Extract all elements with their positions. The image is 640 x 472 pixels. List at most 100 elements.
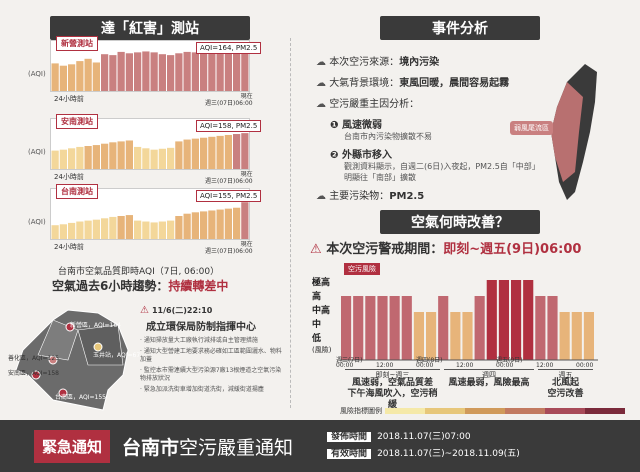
cloud-icon: ☁ bbox=[316, 78, 330, 89]
map-point-xinying: 新營區，AQI=164 bbox=[70, 322, 121, 329]
station-aqi: AQI=158, PM2.5 bbox=[196, 120, 262, 132]
risk-level-label: 中高 bbox=[312, 306, 331, 316]
station-bar bbox=[51, 63, 59, 91]
station-bar bbox=[183, 213, 191, 239]
station-bar bbox=[125, 215, 133, 239]
time-start-label: 24小時前 bbox=[54, 95, 84, 103]
forecast-bar bbox=[462, 312, 473, 360]
time-block: 發佈時間 2018.11.07(三)07:00 有效時間 2018.11.07(三)… bbox=[327, 429, 520, 463]
command-time: 11/6(二)22:10 bbox=[151, 306, 213, 315]
station-bar bbox=[150, 52, 158, 91]
station-bar bbox=[224, 208, 232, 239]
station-name: 安南測站 bbox=[56, 114, 98, 129]
x-tick-label: 00:00 bbox=[496, 362, 514, 369]
forecast-bar bbox=[559, 312, 570, 360]
station-bar bbox=[84, 220, 92, 239]
forecast-bar bbox=[401, 296, 412, 360]
station-bar bbox=[92, 62, 100, 91]
station-bar bbox=[191, 212, 199, 239]
station-bar bbox=[167, 55, 175, 91]
station-time: 現在 週三(07日)06:00 bbox=[205, 241, 253, 255]
station-bar bbox=[183, 51, 191, 91]
source-label: 本次空污來源： bbox=[329, 57, 400, 68]
realtime-caption: 台南市空氣品質即時AQI（7日, 06:00） bbox=[58, 267, 220, 277]
station-bar bbox=[125, 140, 133, 169]
bottom-title-city: 台南市 bbox=[122, 436, 180, 459]
alert-line: ⚠ 本次空污警戒期間：即刻~週五(9日)06:00 bbox=[310, 238, 581, 257]
forecast-bar bbox=[486, 280, 497, 360]
risk-tag: 空污風險 bbox=[344, 263, 380, 275]
forecast-bar bbox=[523, 280, 534, 360]
weak-wind-tag: 弱風尾流區 bbox=[510, 121, 553, 135]
station-bar bbox=[59, 224, 67, 239]
station-bar bbox=[158, 221, 166, 239]
taiwan-map bbox=[551, 64, 597, 200]
station-bar bbox=[200, 137, 208, 169]
trend-prefix: 空氣過去6小時趨勢： bbox=[52, 279, 169, 293]
station-bar bbox=[191, 52, 199, 91]
forecast-bar bbox=[353, 296, 364, 360]
trend-line: 空氣過去6小時趨勢：持續轉差中 bbox=[52, 277, 228, 294]
legend-swatches bbox=[385, 408, 625, 414]
station-bar bbox=[175, 216, 183, 239]
station-bar bbox=[117, 51, 125, 91]
station-bar bbox=[150, 149, 158, 169]
legend-swatch bbox=[585, 408, 625, 414]
station-bar bbox=[183, 139, 191, 169]
station-bar bbox=[167, 147, 175, 169]
map-point-tainan: 台南區，AQI=155 bbox=[55, 394, 106, 401]
station-bar bbox=[175, 53, 183, 91]
risk-level-label: 極高 bbox=[312, 278, 331, 288]
forecast-bar bbox=[571, 312, 582, 360]
station-name: 新營測站 bbox=[56, 36, 98, 51]
x-tick-label: 00:00 bbox=[416, 362, 434, 369]
station-bar bbox=[142, 148, 150, 169]
legend: 風險指標圖例 bbox=[340, 406, 625, 416]
station-aqi: AQI=164, PM2.5 bbox=[196, 42, 262, 54]
aqi-axis-label: (AQI) bbox=[28, 218, 46, 226]
station-bar bbox=[117, 216, 125, 239]
forecast-bar bbox=[547, 296, 558, 360]
cause2-desc: 觀測資料顯示，自週二(6日)入夜起，PM2.5自「中部」明顯往「南部」擴散 bbox=[344, 162, 540, 182]
forecast-bar bbox=[341, 296, 352, 360]
command-title: 成立環保局防制指揮中心 bbox=[146, 322, 256, 333]
forecast-bar bbox=[535, 296, 546, 360]
cause1-desc: 台南市內污染物擴散不易 bbox=[344, 132, 432, 141]
aqi-axis-label: (AQI) bbox=[28, 148, 46, 156]
forecast-bar bbox=[426, 312, 437, 360]
station-bar bbox=[134, 146, 142, 169]
command-center: ⚠ 11/6(二)22:10 成立環保局防制指揮中心 · 通知掃放量大工廠執行減… bbox=[140, 305, 285, 397]
forecast-bar bbox=[413, 312, 424, 360]
station-bar bbox=[224, 134, 232, 169]
trend-value: 持續轉差中 bbox=[168, 279, 229, 293]
station-bar bbox=[109, 216, 117, 239]
env-value: 東風回暖，晨間容易起霧 bbox=[399, 78, 510, 89]
map-point-annan: 安南區，AQI=158 bbox=[8, 370, 59, 377]
station-bar bbox=[84, 146, 92, 169]
station-bar bbox=[216, 135, 224, 169]
forecast-bar bbox=[511, 280, 522, 360]
risk-level-label: (風險) bbox=[312, 346, 332, 354]
cloud-icon: ☁ bbox=[316, 99, 330, 110]
x-tick-label: 12:00 bbox=[376, 362, 394, 369]
risk-level-label: 高 bbox=[312, 292, 322, 302]
station-bar bbox=[109, 142, 117, 169]
alert-value: 即刻~週五(9日)06:00 bbox=[443, 242, 582, 257]
station-bar bbox=[142, 221, 150, 239]
station-bar bbox=[241, 133, 249, 169]
valid-label: 有效時間 bbox=[327, 449, 372, 459]
time-start-label: 24小時前 bbox=[54, 243, 84, 251]
aqi-axis-label: (AQI) bbox=[28, 70, 46, 78]
station-bar bbox=[51, 225, 59, 239]
command-list: · 通知掃放量大工廠執行減排或自主管理措施 · 通知大型營建工地要求務必確如工區範… bbox=[140, 337, 285, 394]
station-bar bbox=[142, 51, 150, 91]
station-bar bbox=[200, 211, 208, 239]
legend-swatch bbox=[545, 408, 585, 414]
station-bar bbox=[191, 138, 199, 169]
legend-swatch bbox=[465, 408, 505, 414]
improve-header: 空氣何時改善？ bbox=[380, 210, 540, 234]
station-bar bbox=[200, 52, 208, 91]
bottom-bar: 緊急通知 台南市空污嚴重通知 發佈時間 2018.11.07(三)07:00 有效… bbox=[0, 420, 640, 472]
forecast-chart bbox=[340, 280, 598, 361]
map-point-yujing: 玉井站，AQI=67 bbox=[93, 352, 141, 359]
